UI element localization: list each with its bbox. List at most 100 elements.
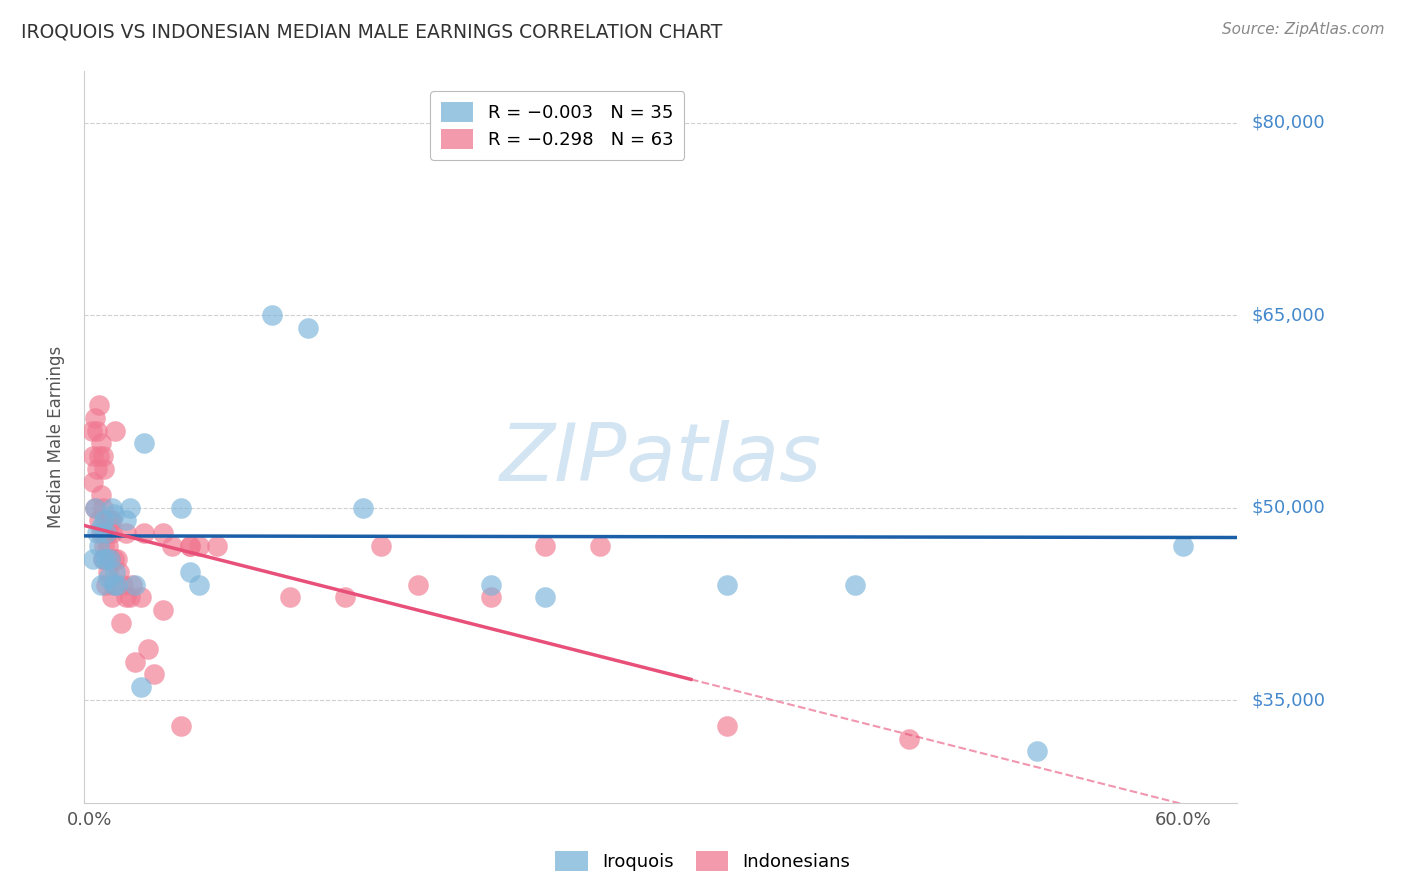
Point [898, 731, 921, 746]
Point [278, 591, 301, 605]
Point [115, 591, 138, 605]
Point [124, 577, 146, 591]
Point [188, 577, 211, 591]
Point [87, 398, 110, 412]
Point [260, 308, 283, 322]
Text: $65,000: $65,000 [1251, 306, 1324, 324]
Point [352, 500, 374, 515]
Point [87, 539, 110, 553]
Point [115, 526, 138, 541]
Point [170, 719, 193, 733]
Point [152, 526, 174, 541]
Point [96, 577, 118, 591]
Point [121, 577, 143, 591]
Point [479, 577, 502, 591]
Point [129, 681, 152, 695]
Text: Source: ZipAtlas.com: Source: ZipAtlas.com [1222, 22, 1385, 37]
Point [111, 577, 134, 591]
Point [479, 591, 502, 605]
Point [90, 488, 112, 502]
Point [152, 603, 174, 617]
Point [160, 539, 183, 553]
Point [118, 591, 141, 605]
Point [1171, 539, 1194, 553]
Point [108, 565, 131, 579]
Point [84, 500, 107, 515]
Point [96, 552, 118, 566]
Point [534, 591, 557, 605]
Point [170, 500, 193, 515]
Point [188, 539, 211, 553]
Point [179, 539, 201, 553]
Point [103, 577, 125, 591]
Point [134, 526, 156, 541]
Point [100, 514, 122, 528]
Point [86, 526, 108, 541]
Point [90, 520, 112, 534]
Point [90, 577, 112, 591]
Point [103, 577, 125, 591]
Point [93, 539, 115, 553]
Point [297, 321, 319, 335]
Point [207, 539, 229, 553]
Point [82, 450, 104, 464]
Point [96, 514, 118, 528]
Text: IROQUOIS VS INDONESIAN MEDIAN MALE EARNINGS CORRELATION CHART: IROQUOIS VS INDONESIAN MEDIAN MALE EARNI… [21, 22, 723, 41]
Point [589, 539, 612, 553]
Point [134, 436, 156, 450]
Point [87, 514, 110, 528]
Point [84, 500, 107, 515]
Point [97, 539, 120, 553]
Point [100, 591, 122, 605]
Point [97, 565, 120, 579]
Point [91, 500, 114, 515]
Point [93, 514, 115, 528]
Point [129, 591, 152, 605]
Point [370, 539, 392, 553]
Point [93, 526, 115, 541]
Point [96, 526, 118, 541]
Point [103, 552, 125, 566]
Point [716, 577, 738, 591]
Text: $80,000: $80,000 [1251, 113, 1324, 132]
Point [82, 475, 104, 489]
Point [110, 616, 132, 631]
Point [100, 500, 122, 515]
Point [91, 450, 114, 464]
Point [104, 424, 127, 438]
Point [124, 655, 146, 669]
Point [179, 565, 201, 579]
Y-axis label: Median Male Earnings: Median Male Earnings [46, 346, 65, 528]
Point [716, 719, 738, 733]
Point [86, 424, 108, 438]
Point [105, 552, 128, 566]
Point [84, 410, 107, 425]
Point [406, 577, 429, 591]
Text: $50,000: $50,000 [1251, 499, 1324, 516]
Point [96, 526, 118, 541]
Point [80, 424, 103, 438]
Point [93, 462, 115, 476]
Point [86, 462, 108, 476]
Point [333, 591, 356, 605]
Point [118, 500, 141, 515]
Point [534, 539, 557, 553]
Point [91, 552, 114, 566]
Point [142, 667, 165, 681]
Point [98, 552, 121, 566]
Point [90, 436, 112, 450]
Point [98, 552, 121, 566]
Point [97, 526, 120, 541]
Point [91, 552, 114, 566]
Point [179, 539, 201, 553]
Point [105, 577, 128, 591]
Point [87, 450, 110, 464]
Legend: Iroquois, Indonesians: Iroquois, Indonesians [548, 844, 858, 879]
Point [103, 507, 125, 521]
Text: ZIPatlas: ZIPatlas [499, 420, 823, 498]
Point [90, 526, 112, 541]
Point [100, 526, 122, 541]
Point [844, 577, 866, 591]
Point [104, 565, 127, 579]
Point [115, 514, 138, 528]
